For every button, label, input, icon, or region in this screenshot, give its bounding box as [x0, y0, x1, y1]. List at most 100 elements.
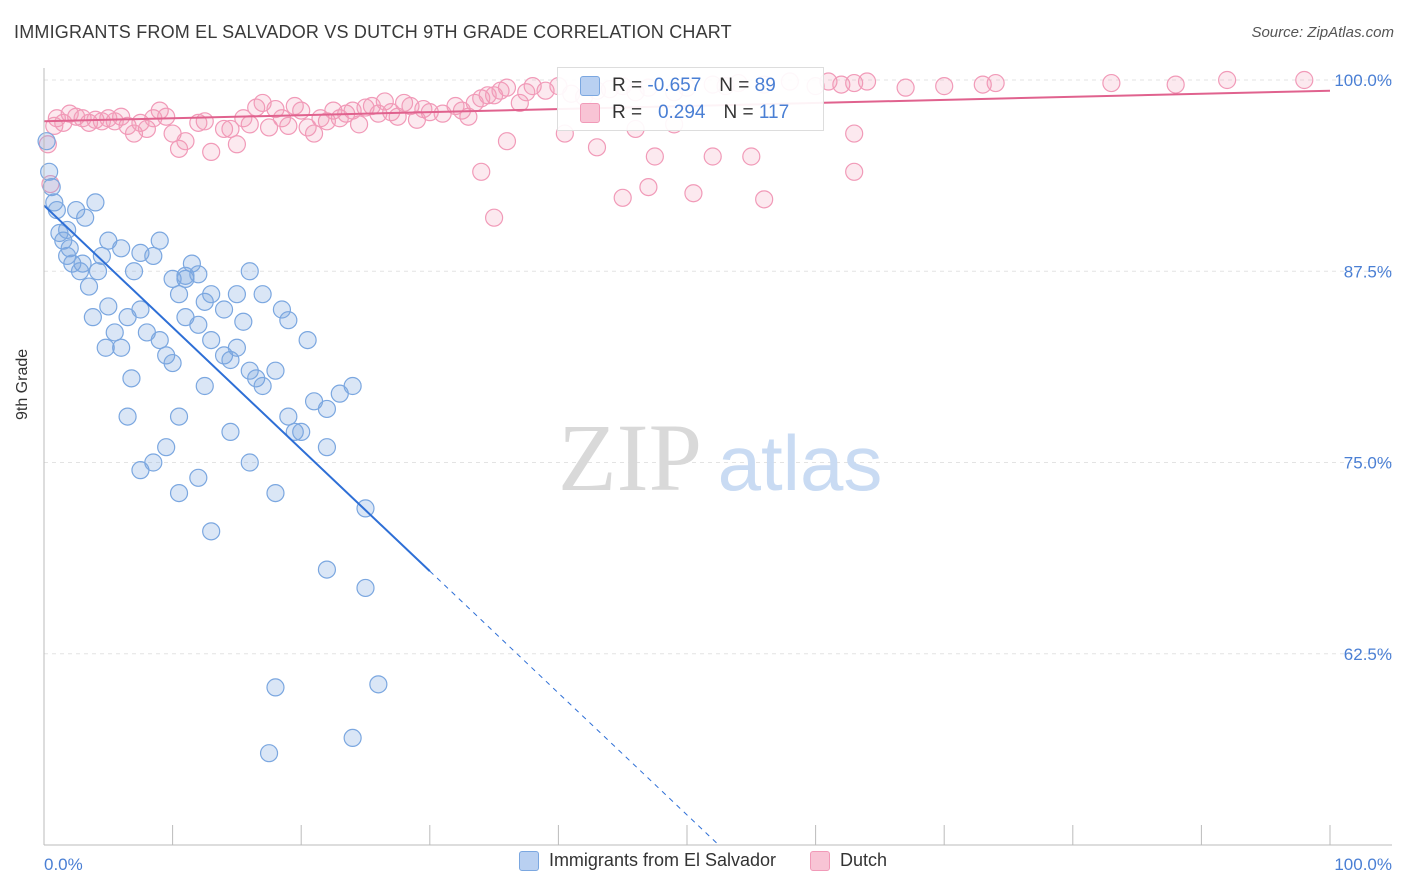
chart-title: IMMIGRANTS FROM EL SALVADOR VS DUTCH 9TH…	[14, 22, 732, 42]
data-point-el-salvador	[259, 744, 279, 763]
legend-swatch-pink	[810, 850, 831, 871]
data-point-el-salvador	[343, 376, 362, 396]
data-point-el-salvador	[266, 678, 285, 697]
source-label: Source: ZipAtlas.com	[1251, 24, 1394, 41]
data-point-el-salvador	[112, 338, 131, 357]
data-point-el-salvador	[157, 438, 176, 457]
data-point-dutch	[349, 115, 369, 134]
watermark-atlas: atlas	[718, 419, 883, 507]
data-point-dutch	[703, 147, 722, 166]
data-point-el-salvador	[37, 132, 56, 151]
data-point-el-salvador	[169, 484, 189, 503]
data-point-dutch	[176, 132, 195, 151]
data-point-dutch	[1295, 70, 1314, 90]
stats-n-label-blue: N =	[719, 75, 750, 96]
data-point-el-salvador	[189, 468, 208, 487]
data-point-el-salvador	[150, 231, 169, 250]
data-point-el-salvador	[317, 438, 337, 457]
grid-lines	[44, 79, 1392, 655]
data-point-el-salvador	[317, 399, 337, 419]
data-point-dutch	[279, 116, 298, 136]
data-point-el-salvador	[189, 315, 208, 334]
data-point-dutch	[497, 132, 517, 151]
el-salvador-points	[37, 132, 388, 763]
data-point-el-salvador	[124, 262, 144, 281]
data-point-dutch	[292, 101, 311, 120]
data-point-dutch	[1218, 70, 1237, 90]
data-point-el-salvador	[96, 338, 115, 357]
data-point-dutch	[497, 78, 517, 97]
stats-row-pink: R = 0.294 N = 117	[580, 100, 789, 126]
stats-r-label-pink: R =	[612, 102, 643, 123]
data-point-el-salvador	[79, 277, 99, 296]
data-point-dutch	[639, 178, 658, 197]
data-point-el-salvador	[144, 246, 163, 266]
data-point-el-salvador	[253, 376, 272, 396]
data-point-dutch	[755, 190, 774, 209]
data-point-el-salvador	[58, 220, 77, 240]
data-point-el-salvador	[214, 300, 234, 319]
data-point-dutch	[742, 147, 761, 166]
data-point-el-salvador	[163, 353, 182, 373]
legend-label-el-salvador: Immigrants from El Salvador	[548, 850, 777, 870]
data-point-el-salvador	[253, 285, 272, 304]
x-tick-label: 100.0%	[1334, 855, 1392, 874]
data-point-el-salvador	[240, 262, 259, 281]
data-point-dutch	[227, 135, 246, 154]
legend-item-el-salvador[interactable]: Immigrants from El Salvador	[518, 850, 777, 871]
data-point-dutch	[112, 107, 131, 126]
data-point-el-salvador	[99, 297, 118, 316]
watermark-zip: ZIP	[558, 404, 702, 511]
data-point-el-salvador	[76, 208, 95, 227]
data-point-el-salvador	[169, 285, 189, 304]
data-point-el-salvador	[279, 311, 298, 330]
data-point-el-salvador	[105, 323, 124, 342]
data-point-dutch	[472, 162, 491, 181]
data-point-dutch	[1166, 75, 1185, 94]
data-point-el-salvador	[202, 522, 221, 541]
data-point-el-salvador	[317, 560, 337, 579]
stats-box: R = -0.657 N = 89 R = 0.294 N = 117	[557, 67, 824, 131]
stats-r-value-pink: 0.294	[657, 102, 706, 123]
legend-item-dutch[interactable]: Dutch	[810, 850, 887, 871]
data-point-el-salvador	[356, 578, 375, 598]
data-point-el-salvador	[92, 246, 111, 266]
data-point-el-salvador	[285, 422, 304, 441]
data-point-dutch	[613, 188, 632, 207]
data-point-el-salvador	[343, 728, 362, 748]
legend: Immigrants from El Salvador Dutch	[0, 850, 1406, 871]
data-point-el-salvador	[169, 407, 189, 426]
data-point-el-salvador	[58, 246, 77, 266]
y-tick-label: 100.0%	[1334, 71, 1392, 90]
data-point-dutch	[587, 138, 607, 157]
data-point-dutch	[137, 119, 156, 139]
data-point-el-salvador	[298, 331, 317, 350]
data-point-dutch	[375, 92, 394, 111]
watermark: ZIP atlas	[558, 404, 882, 511]
data-point-dutch	[446, 96, 465, 116]
stats-n-value-pink: 117	[758, 102, 790, 123]
data-point-el-salvador	[131, 300, 150, 319]
data-point-el-salvador	[195, 376, 214, 396]
data-point-dutch	[195, 112, 214, 131]
data-point-el-salvador	[266, 361, 285, 380]
data-point-dutch	[857, 72, 877, 91]
data-point-dutch	[896, 78, 915, 97]
data-point-el-salvador	[86, 193, 105, 212]
data-point-el-salvador	[272, 300, 292, 319]
stats-r-label-blue: R =	[612, 75, 643, 96]
data-point-el-salvador	[227, 285, 246, 304]
stats-swatch-pink	[580, 103, 600, 123]
data-point-el-salvador	[221, 350, 240, 370]
axes	[43, 68, 1392, 846]
stats-n-label-pink: N =	[723, 102, 754, 123]
data-point-el-salvador	[83, 308, 102, 327]
data-point-dutch	[240, 115, 259, 134]
data-point-dutch	[986, 73, 1005, 93]
data-point-el-salvador	[240, 453, 259, 472]
data-point-el-salvador	[150, 331, 169, 350]
stats-swatch-blue	[580, 76, 600, 96]
data-point-el-salvador	[40, 162, 59, 181]
tick-labels: 62.5% 75.0% 87.5% 100.0% 0.0% 100.0%	[44, 71, 1392, 874]
